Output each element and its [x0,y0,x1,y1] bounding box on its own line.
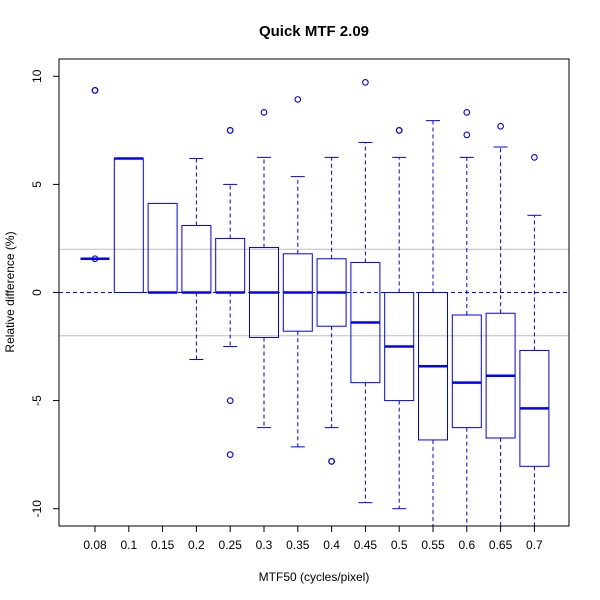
y-axis-label: Relative difference (%) [3,231,17,352]
outlier-point [226,126,234,134]
x-tick-label: 0.35 [286,538,310,552]
x-tick-label: 0.6 [458,538,475,552]
box-0.45 [350,78,381,504]
outlier-point [294,96,302,103]
outlier-point [395,126,403,134]
outlier-point [260,109,268,116]
box-body [215,237,246,294]
box-0.25 [215,126,246,459]
box-0.6 [451,109,482,526]
box-0.35 [282,96,313,448]
x-axis: 0.08 0.1 0.15 0.2 0.25 0.3 0.35 0.4 0.45 0.5 0.55 0… [83,526,543,552]
outlier-point [463,109,471,116]
box-0.5 [384,126,415,510]
x-tick-label: 0.45 [354,538,378,552]
x-tick-label: 0.25 [219,538,243,552]
box-series [80,78,550,526]
y-axis: -10 -5 0 5 10 [30,69,59,517]
x-tick-label: 0.55 [421,538,445,552]
y-tick-label: 0 [30,289,44,296]
box-0.4 [316,156,347,465]
box-0.15 [147,202,178,294]
x-tick-label: 0.4 [323,538,340,552]
x-tick-label: 0.65 [489,538,513,552]
box-0.3 [249,109,279,429]
box-0.65 [485,122,516,526]
box-0.7 [519,154,550,526]
y-tick-label: -5 [30,395,44,406]
box-0.55 [418,120,448,526]
outlier-point [226,397,234,404]
x-tick-label: 0.3 [256,538,273,552]
box-0.1 [113,157,144,293]
x-tick-label: 0.1 [120,538,137,552]
outlier-point [226,451,234,459]
y-tick-label: 5 [30,181,44,188]
box-body [451,314,482,429]
box-body [181,224,212,293]
outlier-point [362,78,369,86]
x-tick-label: 0.7 [526,538,543,552]
x-tick-label: 0.5 [391,538,408,552]
y-tick-label: -10 [30,500,44,518]
box-body [147,202,178,293]
x-axis-label: MTF50 (cycles/pixel) [259,570,370,584]
outlier-point [91,255,99,263]
outlier-point [328,458,335,465]
outlier-point [497,122,504,130]
box-body [113,157,144,293]
outlier-point [463,131,471,139]
outlier-point [531,154,538,161]
reference-lines [59,248,569,337]
x-tick-label: 0.08 [83,538,107,552]
x-tick-label: 0.2 [188,538,205,552]
box-0.08 [80,86,110,263]
outlier-point [91,86,99,94]
x-tick-label: 0.15 [151,538,175,552]
y-tick-label: 10 [30,69,44,83]
box-0.2 [181,157,212,361]
chart-title: Quick MTF 2.09 [259,23,369,40]
